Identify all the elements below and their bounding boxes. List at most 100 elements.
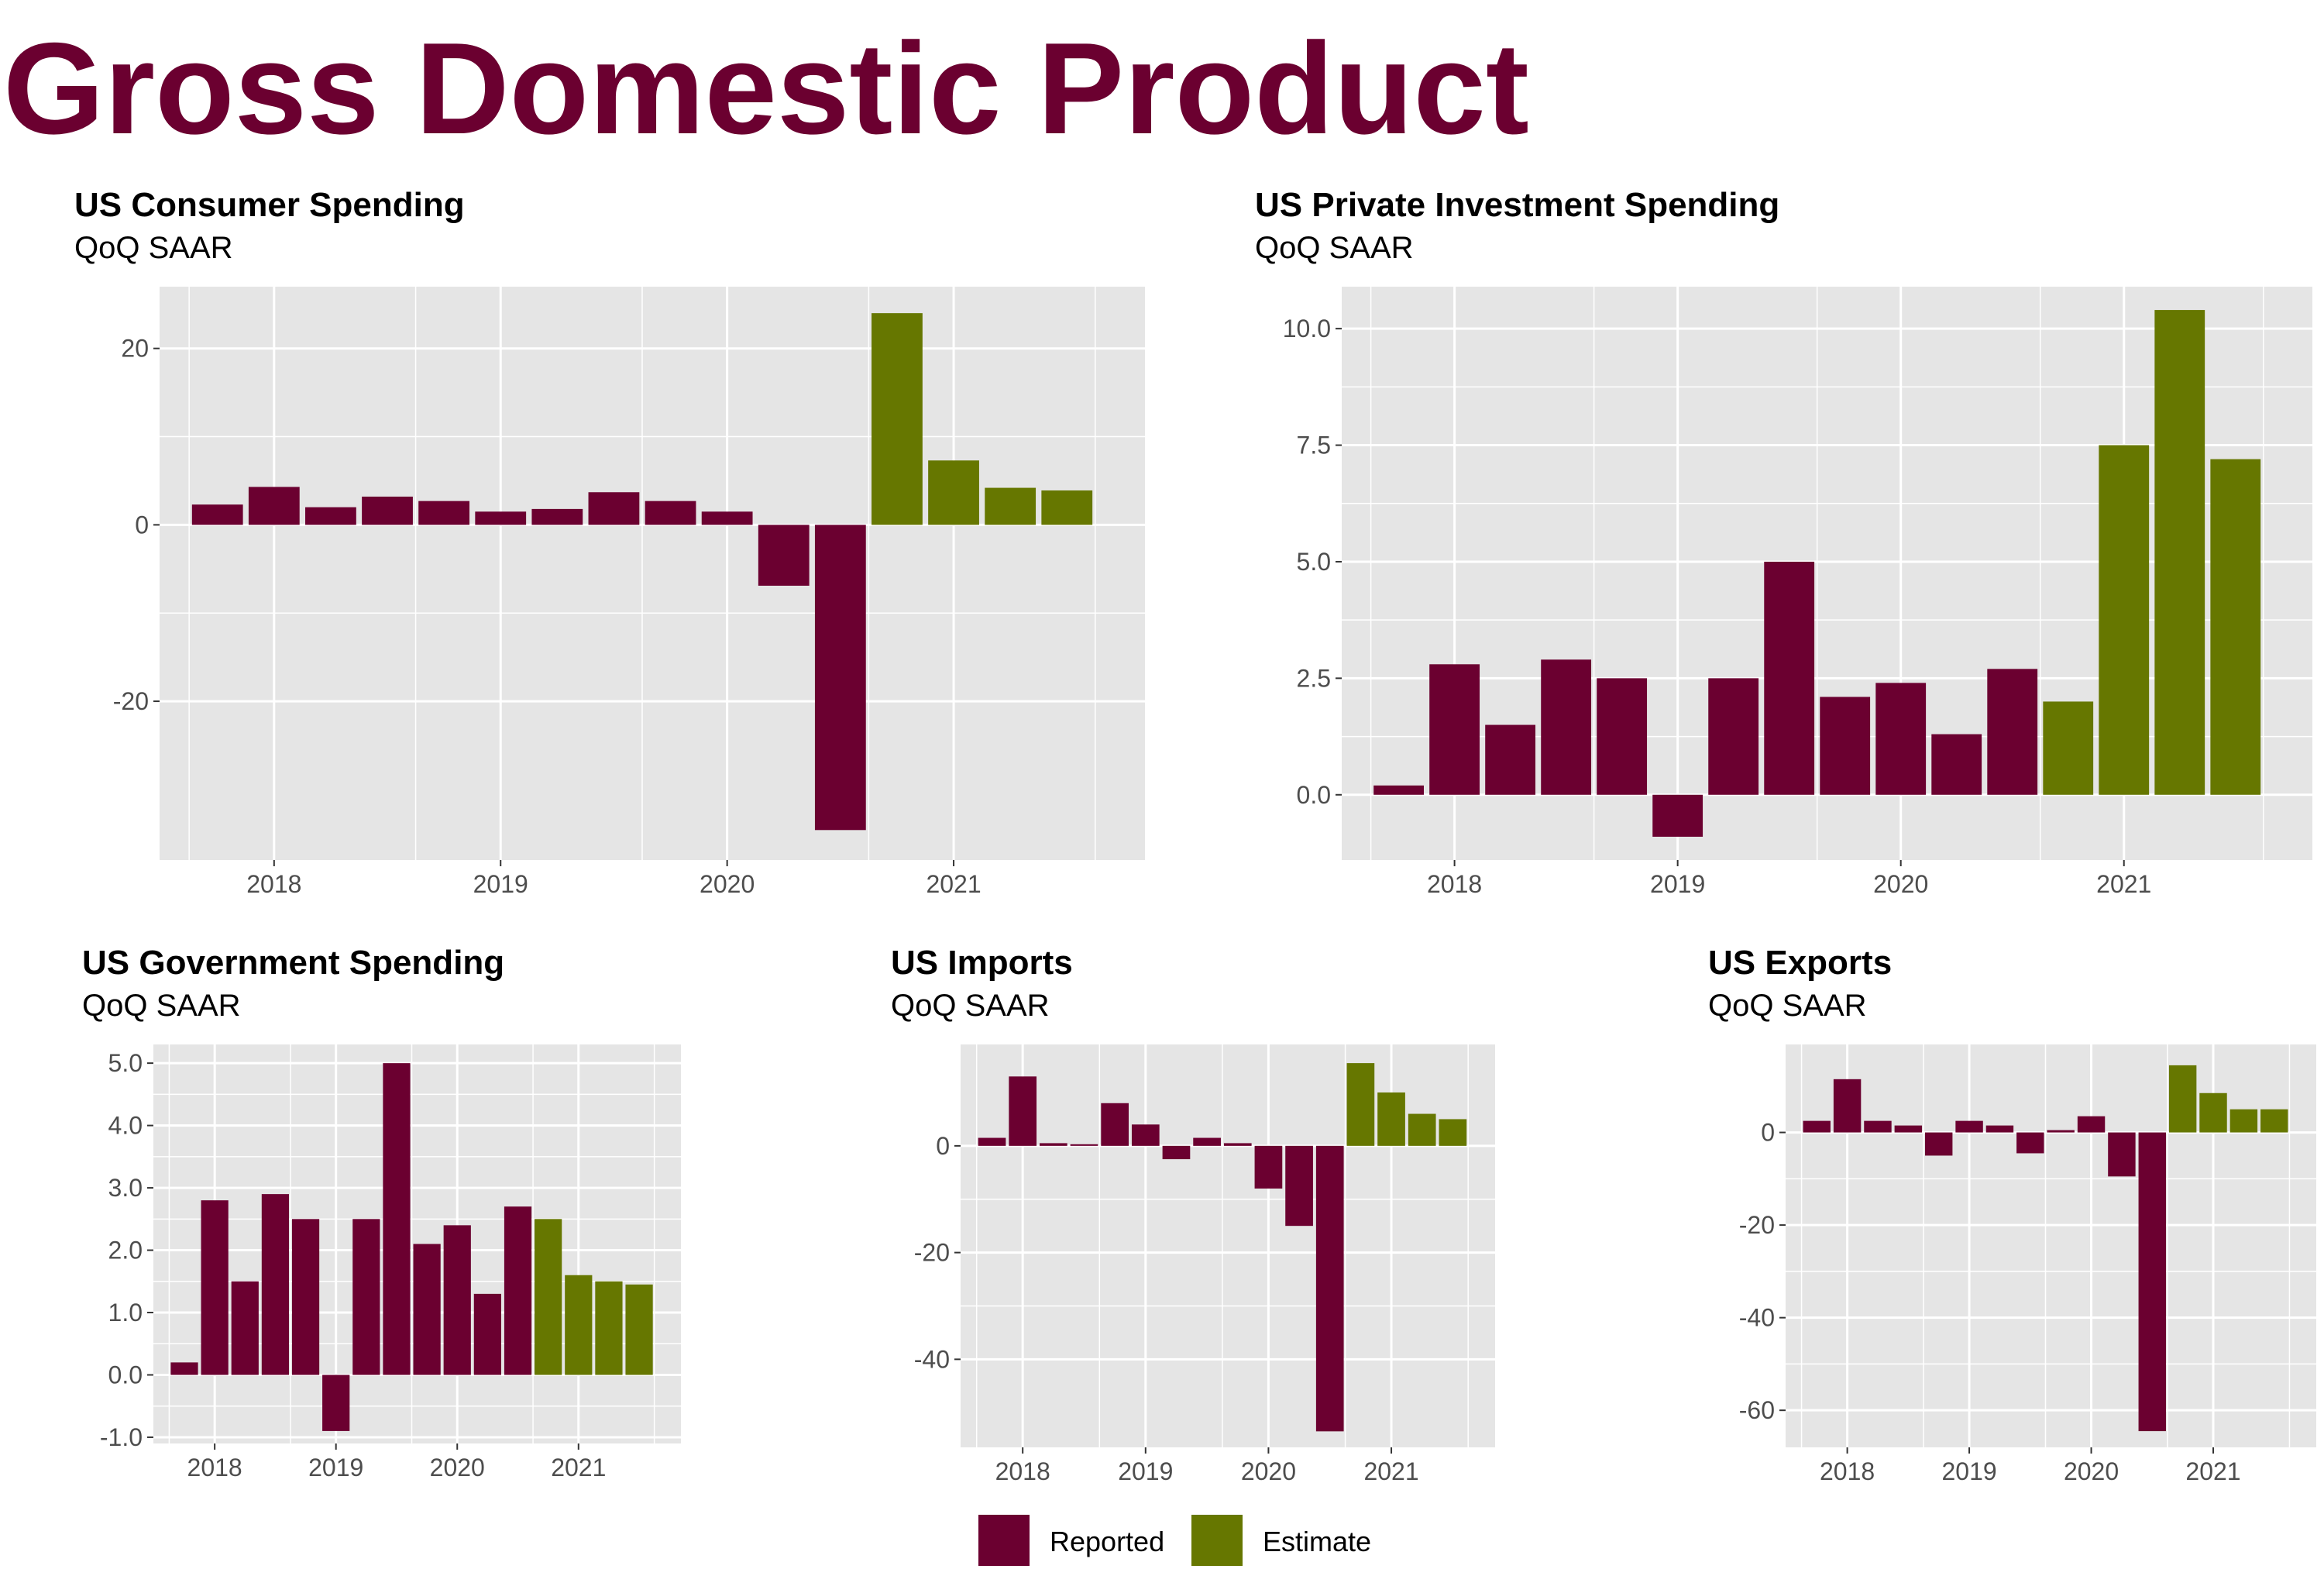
estimate-bar (2199, 1092, 2227, 1133)
panel-title: US Government Spending (82, 944, 505, 982)
reported-bar (1987, 669, 2038, 795)
y-tick-label: 7.5 (1297, 432, 1331, 459)
x-tick-label: 2020 (1873, 870, 1928, 898)
x-tick-label: 2020 (2064, 1457, 2119, 1485)
panel-subtitle: QoQ SAAR (891, 989, 1050, 1023)
x-tick-label: 2018 (1427, 870, 1482, 898)
reported-bar (418, 501, 470, 525)
panel-subtitle: QoQ SAAR (82, 989, 241, 1023)
y-tick-label: 0 (135, 511, 149, 538)
legend-label: Estimate (1263, 1526, 1372, 1557)
reported-bar (645, 501, 696, 525)
reported-bar (1985, 1125, 2014, 1133)
reported-bar (1924, 1132, 1953, 1156)
reported-bar (1833, 1079, 1862, 1133)
estimate-bar (565, 1275, 593, 1375)
x-tick-label: 2021 (1363, 1457, 1418, 1485)
y-tick-label: 0 (936, 1132, 950, 1160)
reported-bar (1429, 664, 1480, 795)
reported-bar (291, 1219, 320, 1375)
reported-bar (261, 1194, 290, 1375)
reported-bar (2108, 1132, 2136, 1177)
y-tick-label: 3.0 (108, 1174, 143, 1202)
estimate-bar (1346, 1063, 1375, 1146)
estimate-bar (1408, 1113, 1436, 1146)
x-tick-label: 2019 (308, 1454, 363, 1481)
y-tick-label: 0 (1761, 1119, 1775, 1147)
estimate-bar (625, 1284, 653, 1375)
reported-bar (2016, 1132, 2044, 1154)
reported-bar (1070, 1144, 1098, 1146)
y-tick-label: 1.0 (108, 1299, 143, 1326)
y-tick-label: -60 (1739, 1396, 1775, 1424)
estimate-bar (928, 460, 979, 525)
reported-bar (191, 504, 243, 525)
x-tick-label: 2018 (246, 870, 301, 898)
reported-bar (413, 1244, 441, 1375)
reported-bar (1955, 1120, 1983, 1133)
consumer-spending-chart: 20 0 -20 2018 2019 2020 2021 (113, 287, 1145, 898)
panel-title: US Exports (1708, 944, 1893, 982)
reported-bar (1009, 1076, 1037, 1146)
estimate-bar (2154, 310, 2205, 795)
reported-bar (1764, 561, 1815, 795)
reported-bar (248, 487, 300, 525)
reported-bar (1315, 1145, 1344, 1432)
private-investment-panel: US Private Investment Spending QoQ SAAR … (1255, 186, 2324, 907)
reported-bar (1597, 678, 1648, 795)
plot-background (1786, 1044, 2316, 1447)
estimate-bar (2260, 1109, 2288, 1133)
imports-chart: 0 -20 -40 2018 2019 2020 2021 (914, 1044, 1495, 1485)
reported-bar (1820, 697, 1871, 795)
reported-bar (1285, 1145, 1313, 1227)
x-tick-label: 2020 (1241, 1457, 1296, 1485)
y-tick-label: -20 (914, 1239, 950, 1267)
y-tick-label: 5.0 (108, 1049, 143, 1077)
panel-title: US Imports (891, 944, 1073, 982)
reported-bar (1254, 1145, 1283, 1189)
reported-bar (1894, 1125, 1923, 1133)
reported-bar (352, 1219, 380, 1375)
x-tick-label: 2018 (187, 1454, 242, 1481)
panel-title: US Consumer Spending (74, 186, 465, 224)
estimate-bar (2168, 1065, 2197, 1133)
government-spending-panel: US Government Spending QoQ SAAR 5.0 4.0 3.… (82, 944, 764, 1494)
reported-bar (2047, 1130, 2075, 1133)
estimate-bar (871, 313, 923, 525)
government-spending-chart: 5.0 4.0 3.0 2.0 1.0 0.0 -1.0 2018 2019 2020 2021 (100, 1044, 681, 1481)
reported-bar (231, 1281, 259, 1375)
reported-bar (1875, 683, 1927, 795)
reported-bar (2138, 1132, 2166, 1432)
legend-swatch-reported (978, 1515, 1030, 1566)
y-tick-label: 4.0 (108, 1112, 143, 1140)
estimate-bar (1377, 1092, 1405, 1146)
reported-bar (1864, 1120, 1892, 1133)
y-tick-label: 0.0 (108, 1361, 143, 1388)
reported-bar (588, 492, 640, 525)
estimate-bar (2229, 1109, 2258, 1133)
reported-bar (201, 1200, 229, 1375)
reported-bar (1485, 724, 1536, 795)
reported-bar (1131, 1124, 1160, 1146)
estimate-bar (595, 1281, 623, 1375)
reported-bar (531, 508, 583, 525)
y-tick-label: -20 (113, 687, 149, 715)
y-tick-label: 2.5 (1297, 664, 1331, 692)
estimate-bar (985, 487, 1037, 525)
estimate-bar (2099, 445, 2150, 795)
reported-bar (1101, 1103, 1129, 1146)
panel-subtitle: QoQ SAAR (1255, 231, 1414, 265)
reported-bar (701, 511, 753, 525)
panel-subtitle: QoQ SAAR (74, 231, 233, 265)
x-tick-label: 2018 (1820, 1457, 1875, 1485)
estimate-bar (2043, 701, 2094, 795)
private-investment-chart: 10.0 7.5 5.0 2.5 0.0 2018 2019 2020 2021 (1283, 287, 2312, 898)
x-tick-label: 2020 (700, 870, 755, 898)
x-tick-label: 2021 (926, 870, 981, 898)
y-tick-label: 2.0 (108, 1237, 143, 1264)
reported-bar (814, 525, 866, 831)
x-tick-label: 2018 (995, 1457, 1050, 1485)
exports-chart: 0 -20 -40 -60 2018 2019 2020 2021 (1739, 1044, 2316, 1485)
reported-bar (2077, 1116, 2106, 1133)
panel-subtitle: QoQ SAAR (1708, 989, 1867, 1023)
